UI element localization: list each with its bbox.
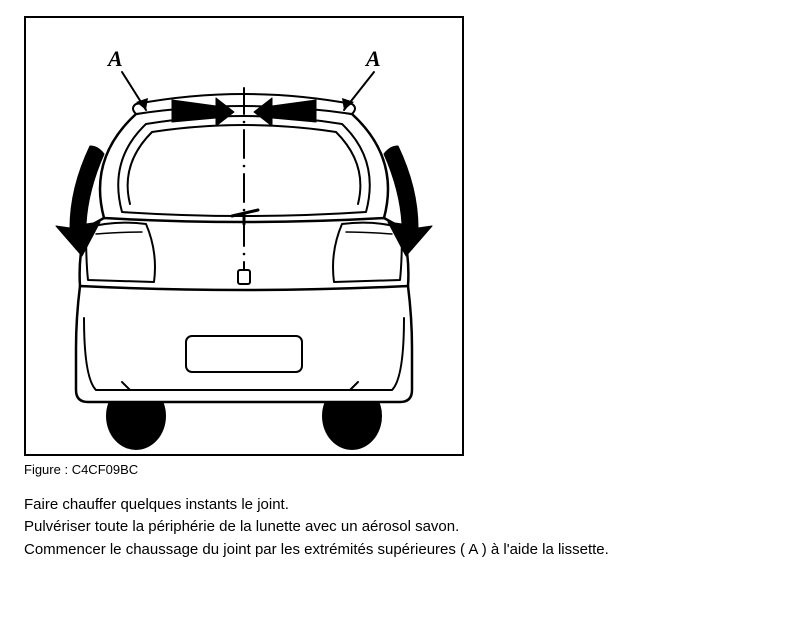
car-rear-diagram (26, 18, 462, 454)
page: A A (0, 0, 800, 578)
figure-caption: Figure : C4CF09BC (24, 462, 776, 477)
instruction-text: Faire chauffer quelques instants le join… (24, 495, 776, 560)
instruction-line-2: Pulvériser toute la périphérie de la lun… (24, 517, 776, 537)
instruction-line-1: Faire chauffer quelques instants le join… (24, 495, 776, 515)
caption-prefix: Figure : (24, 462, 72, 477)
caption-code: C4CF09BC (72, 462, 138, 477)
figure-frame: A A (24, 16, 464, 456)
instruction-line-3: Commencer le chaussage du joint par les … (24, 540, 776, 560)
